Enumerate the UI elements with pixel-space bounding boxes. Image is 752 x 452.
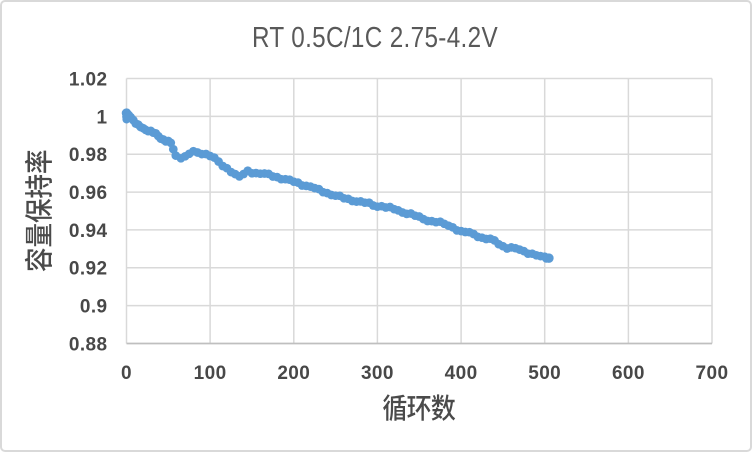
svg-text:RT 0.5C/1C 2.75-4.2V: RT 0.5C/1C 2.75-4.2V [252, 22, 498, 54]
svg-text:700: 700 [696, 363, 729, 384]
svg-text:0: 0 [121, 363, 132, 384]
svg-text:1: 1 [97, 107, 108, 128]
svg-text:400: 400 [445, 363, 478, 384]
svg-text:0.94: 0.94 [69, 221, 108, 242]
svg-text:1.02: 1.02 [69, 69, 108, 90]
svg-text:0.96: 0.96 [69, 183, 108, 204]
svg-text:300: 300 [361, 363, 394, 384]
svg-text:0.92: 0.92 [69, 259, 108, 280]
svg-text:200: 200 [277, 363, 310, 384]
svg-text:600: 600 [612, 363, 645, 384]
svg-text:0.98: 0.98 [69, 145, 108, 166]
svg-text:0.88: 0.88 [69, 334, 108, 355]
svg-text:500: 500 [528, 363, 561, 384]
svg-text:100: 100 [194, 363, 227, 384]
svg-text:0.9: 0.9 [80, 297, 108, 318]
